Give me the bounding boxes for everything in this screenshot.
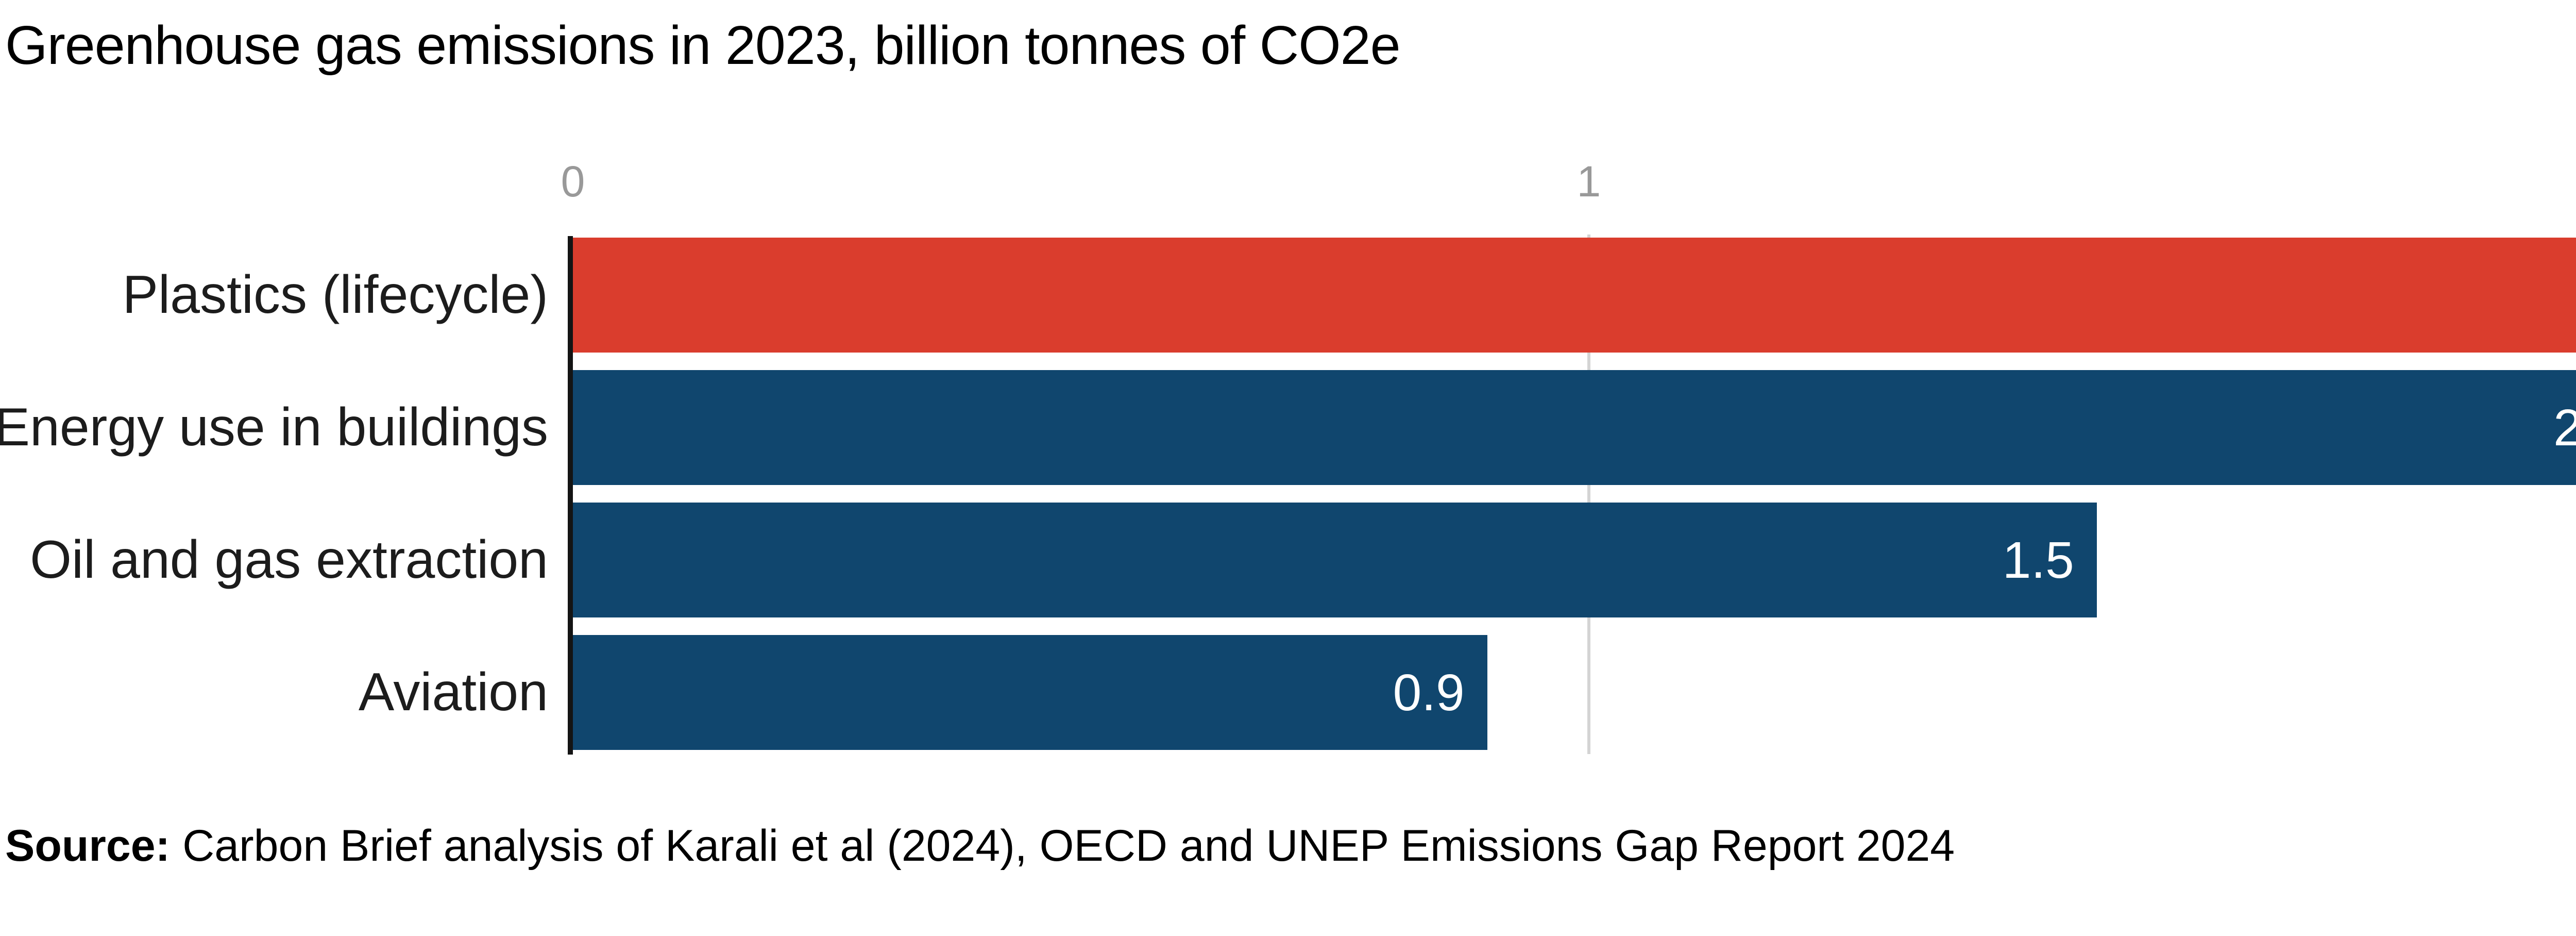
category-label: Oil and gas extraction [30, 530, 548, 590]
bar-aviation: 0.9 [573, 635, 1487, 750]
bar-value-label: 2 [2553, 398, 2576, 457]
x-tick-1: 1 [1577, 157, 1601, 206]
bar-plastics-lifecycle: 2.7 [573, 238, 2576, 353]
category-labels: Plastics (lifecycle) Energy use in buildi… [0, 238, 548, 750]
plot-area: 2.7 2 1.5 0.9 [573, 235, 2576, 754]
x-axis-ticks: 012 [561, 157, 2576, 216]
y-axis-line [568, 236, 573, 755]
bar-value-label: 0.9 [1393, 663, 1465, 722]
chart-title: Greenhouse gas emissions in 2023, billio… [5, 15, 1401, 76]
source-label: Source: [5, 821, 171, 871]
category-label: Aviation [358, 662, 548, 722]
x-tick-0: 0 [561, 157, 585, 206]
gridline-1 [1587, 235, 1590, 754]
bar-energy-use-in-buildings: 2 [573, 370, 2576, 485]
category-label: Plastics (lifecycle) [122, 265, 548, 325]
source-text: Carbon Brief analysis of Karali et al (2… [170, 821, 1955, 871]
category-label: Energy use in buildings [0, 397, 548, 457]
bar-oil-and-gas-extraction: 1.5 [573, 503, 2097, 617]
bar-value-label: 1.5 [2002, 531, 2074, 589]
source-note: Source: Carbon Brief analysis of Karali … [5, 821, 1955, 872]
